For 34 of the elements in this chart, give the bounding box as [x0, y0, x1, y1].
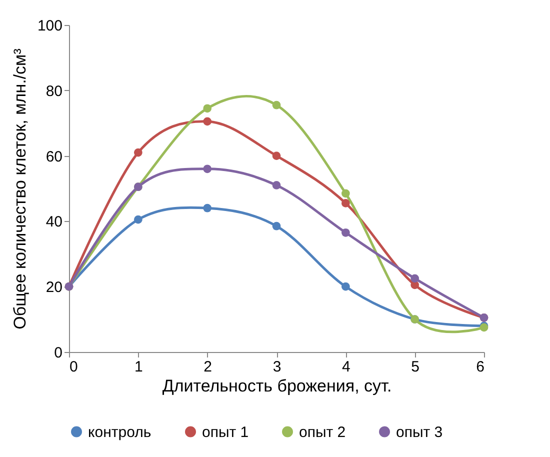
point [203, 164, 212, 174]
x-tick-label: 6 [476, 358, 484, 376]
point [410, 274, 420, 283]
x-axis-title: Длительность брожения, сут. [162, 376, 392, 396]
point [272, 181, 281, 190]
y-axis-title: Общее количество клеток, млн./см³ [10, 48, 30, 330]
point [341, 228, 350, 237]
y-tick-label: 40 [46, 214, 62, 231]
x-tick-label: 0 [70, 358, 78, 376]
point [203, 104, 212, 113]
y-tick-label: 80 [46, 82, 62, 100]
x-tick-label: 2 [204, 358, 212, 376]
point [272, 222, 281, 230]
legend-label: опыт 2 [299, 424, 346, 441]
legend-label: опыт 3 [396, 424, 443, 441]
y-tick-label: 100 [37, 18, 62, 34]
x-tick-label: 3 [272, 358, 282, 376]
point [341, 189, 350, 198]
point [341, 282, 350, 291]
point [272, 100, 281, 110]
x-tick-label: 1 [134, 358, 143, 376]
point [203, 117, 212, 126]
legend-label: контроль [88, 424, 152, 441]
point [203, 204, 212, 212]
y-tick-label: 0 [54, 344, 62, 362]
point [134, 148, 142, 157]
x-tick-label: 5 [411, 358, 420, 376]
x-tick-label: 4 [342, 358, 350, 376]
y-tick-label: 20 [46, 279, 62, 296]
point [272, 152, 281, 160]
legend-label: опыт 1 [202, 424, 249, 441]
point [134, 215, 142, 224]
point [341, 199, 350, 208]
y-tick-label: 60 [46, 148, 62, 166]
